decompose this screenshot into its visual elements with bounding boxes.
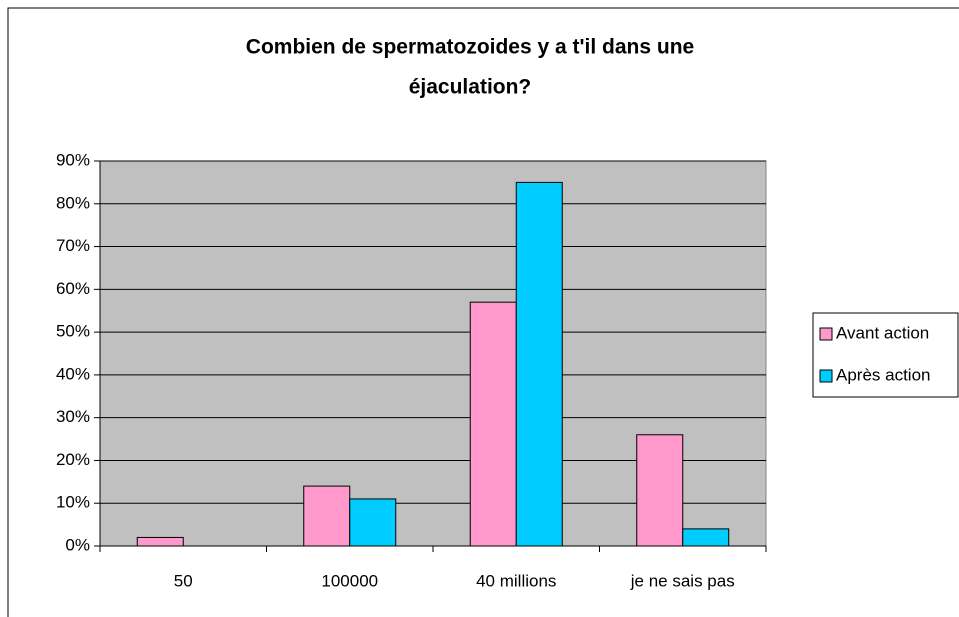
legend-label: Avant action: [836, 323, 929, 342]
y-tick-label: 20%: [56, 450, 90, 469]
bar: [303, 485, 351, 547]
y-tick-label: 90%: [56, 150, 90, 169]
bar: [636, 434, 684, 547]
y-tick-label: 0%: [65, 535, 90, 554]
y-tick-label: 50%: [56, 322, 90, 341]
y-tick-label: 70%: [56, 236, 90, 255]
bar: [682, 528, 730, 547]
y-tick-label: 40%: [56, 364, 90, 383]
bar: [136, 536, 184, 547]
bar: [469, 301, 517, 547]
legend-swatch: [819, 369, 833, 383]
y-tick-label: 60%: [56, 279, 90, 298]
chart-frame: [7, 7, 959, 617]
bar: [349, 498, 397, 547]
y-tick-label: 30%: [56, 407, 90, 426]
y-tick-label: 80%: [56, 193, 90, 212]
x-tick-label: je ne sais pas: [630, 571, 735, 590]
legend-swatch: [819, 327, 833, 341]
x-tick-label: 50: [174, 571, 193, 590]
chart-title: Combien de spermatozoides y a t'il dans …: [246, 36, 694, 59]
legend-box: [812, 312, 959, 398]
bar: [515, 181, 563, 547]
x-tick-label: 100000: [321, 571, 378, 590]
chart-title-line2: éjaculation?: [409, 76, 532, 99]
legend-label: Après action: [836, 365, 931, 384]
x-tick-label: 40 millions: [476, 571, 556, 590]
y-tick-label: 10%: [56, 493, 90, 512]
